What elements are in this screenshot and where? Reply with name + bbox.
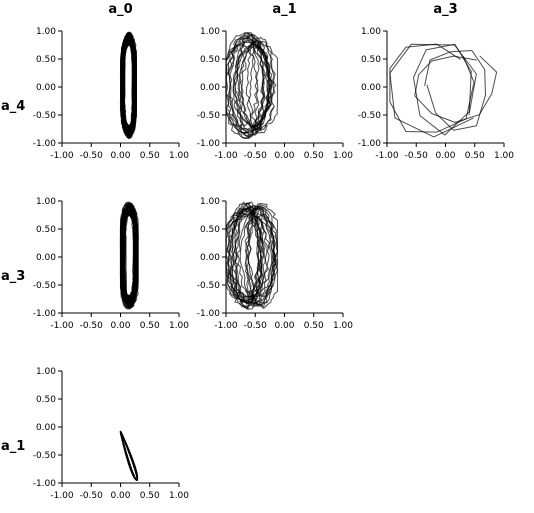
trajectory-line [389,43,475,133]
y-tick-label: -0.50 [358,111,382,121]
row-title: a_4 [1,99,25,114]
y-tick-label: 0.00 [36,253,56,263]
trajectory-line [248,40,277,131]
trajectory-line [119,430,138,481]
y-tick-label: 0.00 [361,83,381,93]
x-tick-label: 0.00 [110,151,130,161]
x-tick-label: 0.50 [304,321,324,331]
trajectory-line [119,430,139,481]
x-tick-label: 0.50 [140,151,160,161]
y-tick-label: 1.00 [361,27,381,37]
column-title: a_3 [433,2,457,17]
y-tick-label: 0.00 [200,253,220,263]
x-tick-label: -1.00 [214,321,238,331]
y-tick-label: 0.00 [36,83,56,93]
trajectory-line [414,55,498,123]
x-tick-label: 0.00 [274,321,294,331]
trajectory-line [245,36,276,134]
y-tick-label: -0.50 [33,281,57,291]
y-tick-label: 0.50 [36,225,56,235]
trajectory-line [119,431,138,481]
y-tick-label: 0.50 [36,55,56,65]
y-tick-label: 1.00 [36,27,56,37]
trajectory-line [121,32,136,138]
x-tick-label: 0.50 [465,151,485,161]
y-tick-label: 1.00 [36,367,56,377]
y-tick-label: 1.00 [36,197,56,207]
trajectory-line [120,210,136,301]
trajectory-line [233,204,277,308]
y-tick-label: 0.50 [36,395,56,405]
x-tick-label: -0.50 [80,321,104,331]
y-tick-label: -0.50 [33,451,57,461]
x-tick-label: 1.00 [169,321,189,331]
y-tick-label: 1.00 [200,197,220,207]
column-title: a_0 [108,2,132,17]
y-tick-label: 0.00 [200,83,220,93]
x-tick-label: -0.50 [244,321,268,331]
trajectory-line [227,32,266,139]
x-tick-label: -0.50 [405,151,429,161]
trajectory-line [236,34,260,138]
y-tick-label: -1.00 [197,139,221,149]
y-tick-label: -1.00 [33,139,57,149]
x-tick-label: 0.00 [110,491,130,501]
y-tick-label: -1.00 [33,479,57,489]
trajectory-line [424,50,486,131]
x-tick-label: -0.50 [244,151,268,161]
column-title: a_1 [272,2,296,17]
trajectory-line [225,209,270,301]
x-tick-label: 1.00 [333,321,353,331]
x-tick-label: -1.00 [214,151,238,161]
trajectory-line [389,43,477,138]
y-tick-label: -0.50 [197,111,221,121]
y-tick-label: -0.50 [33,111,57,121]
x-tick-label: 1.00 [494,151,514,161]
trajectory-line [119,430,139,481]
x-tick-label: 1.00 [169,151,189,161]
y-tick-label: 0.50 [361,55,381,65]
y-tick-label: -0.50 [197,281,221,291]
trajectory-line [119,430,139,481]
trajectory-line [226,205,276,305]
x-tick-label: 0.00 [435,151,455,161]
trajectory-line [239,202,279,309]
y-tick-label: 1.00 [200,27,220,37]
trajectory-line [121,206,137,306]
trajectory-line [119,430,139,481]
trajectory-line [227,211,276,300]
y-tick-label: 0.50 [200,55,220,65]
x-tick-label: 1.00 [333,151,353,161]
trajectory-line [244,207,267,305]
x-tick-label: -1.00 [50,151,74,161]
y-tick-label: 0.50 [200,225,220,235]
trajectory-line [228,36,271,136]
x-tick-label: -0.50 [80,151,104,161]
y-tick-label: 0.00 [36,423,56,433]
x-tick-label: 0.00 [274,151,294,161]
x-tick-label: 0.00 [110,321,130,331]
trajectory-line [119,430,139,481]
y-tick-label: -1.00 [33,309,57,319]
x-tick-label: -1.00 [50,321,74,331]
x-tick-label: -0.50 [80,491,104,501]
row-title: a_3 [1,269,25,284]
x-tick-label: 1.00 [169,491,189,501]
x-tick-label: 0.50 [140,321,160,331]
trajectory-line [226,207,263,304]
y-tick-label: -1.00 [358,139,382,149]
x-tick-label: 0.50 [140,491,160,501]
row-title: a_1 [1,439,25,454]
x-tick-label: -1.00 [50,491,74,501]
y-tick-label: -1.00 [197,309,221,319]
x-tick-label: -1.00 [375,151,399,161]
x-tick-label: 0.50 [304,151,324,161]
